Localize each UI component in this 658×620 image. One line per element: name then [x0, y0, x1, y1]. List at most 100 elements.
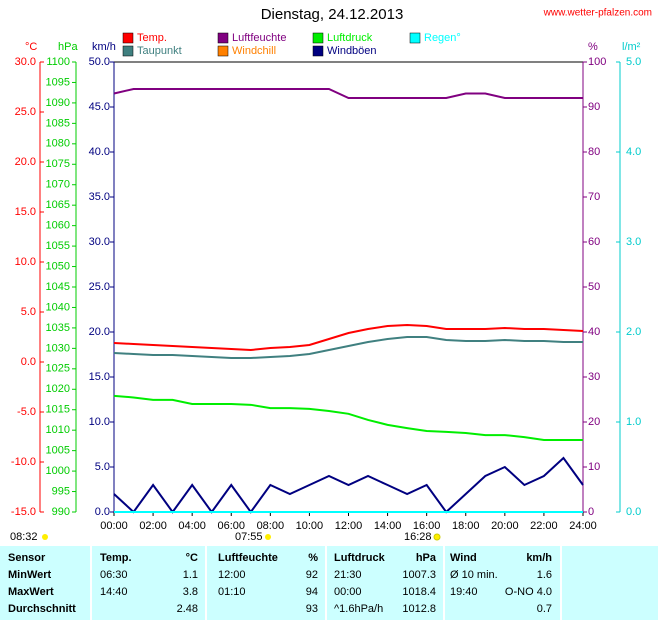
y-tick-label: 0.0 [626, 506, 641, 518]
legend-swatch [312, 32, 324, 44]
table-cell: 1012.8 [402, 603, 436, 615]
table-cell: 1007.3 [402, 569, 436, 581]
table-cell: °C [185, 552, 198, 564]
x-tick-label: 04:00 [178, 520, 206, 532]
y-tick-label: 10.0 [15, 256, 36, 268]
y-tick-label: 70 [588, 191, 600, 203]
column-separator [560, 546, 562, 620]
table-cell: 1.1 [182, 569, 198, 581]
y-tick-label: 40 [588, 326, 600, 338]
y-tick-label: 30.0 [15, 56, 36, 68]
table-cell: hPa [415, 552, 436, 564]
x-tick-label: 16:00 [413, 520, 441, 532]
axis-title: hPa [58, 41, 78, 53]
legend-swatch [312, 45, 324, 57]
table-cell: 1.6 [536, 569, 552, 581]
y-tick-label: 1.0 [626, 416, 641, 428]
table-cell: O-NO 4.0 [504, 586, 552, 598]
table-cell: 93 [305, 603, 318, 615]
table-cell: 3.8 [182, 586, 198, 598]
column-separator [90, 546, 92, 620]
y-tick-label: 60 [588, 236, 600, 248]
y-tick-label: 1035 [46, 322, 70, 334]
table-cell: Temp. [100, 552, 132, 564]
y-tick-label: 100 [588, 56, 606, 68]
sun-icon [433, 533, 441, 541]
table-cell: 21:30 [334, 569, 362, 581]
table-cell: Wind [450, 552, 477, 564]
y-tick-label: 3.0 [626, 236, 641, 248]
table-cell: 01:10 [218, 586, 246, 598]
x-tick-label: 10:00 [296, 520, 324, 532]
y-tick-label: 990 [52, 506, 70, 518]
legend-label: Luftdruck [327, 32, 373, 44]
table-cell: 12:00 [218, 569, 246, 581]
x-tick-label: 00:00 [100, 520, 128, 532]
y-tick-label: 1095 [46, 76, 70, 88]
x-tick-label: 06:00 [217, 520, 245, 532]
annotation: 08:32 [10, 531, 38, 543]
x-tick-label: 22:00 [530, 520, 558, 532]
y-tick-label: 1060 [46, 220, 70, 232]
y-tick-label: 1040 [46, 301, 70, 313]
table-cell: Durchschnitt [8, 603, 76, 615]
y-tick-label: 1085 [46, 117, 70, 129]
y-tick-label: 50.0 [89, 56, 110, 68]
table-cell: 92 [305, 569, 318, 581]
column-separator [325, 546, 327, 620]
y-tick-label: -10.0 [11, 456, 36, 468]
legend-label: Windchill [232, 45, 276, 57]
table-cell: 1018.4 [402, 586, 436, 598]
y-tick-label: 40.0 [89, 146, 110, 158]
series-line [113, 323, 584, 352]
axis-title: °C [25, 41, 37, 53]
legend-swatch [217, 32, 229, 44]
y-tick-label: 30.0 [89, 236, 110, 248]
y-tick-label: 25.0 [89, 281, 110, 293]
y-tick-label: 1010 [46, 424, 70, 436]
y-tick-label: 10.0 [89, 416, 110, 428]
y-tick-label: 1070 [46, 179, 70, 191]
y-tick-label: 45.0 [89, 101, 110, 113]
axis-title: l/m² [622, 41, 641, 53]
y-tick-label: 25.0 [15, 106, 36, 118]
axis-title: % [588, 41, 598, 53]
x-tick-label: 24:00 [569, 520, 597, 532]
table-cell: Ø 10 min. [450, 569, 498, 581]
x-tick-label: 08:00 [257, 520, 285, 532]
y-tick-label: 35.0 [89, 191, 110, 203]
y-tick-label: 1075 [46, 158, 70, 170]
y-tick-label: 0 [588, 506, 594, 518]
series-line [113, 456, 584, 514]
x-tick-label: 12:00 [335, 520, 363, 532]
annotation: 16:28 [404, 531, 432, 543]
y-tick-label: -15.0 [11, 506, 36, 518]
y-tick-label: 1100 [46, 56, 70, 68]
y-tick-label: 10 [588, 461, 600, 473]
y-tick-label: 0.0 [95, 506, 110, 518]
y-tick-label: 1020 [46, 383, 70, 395]
sun-icon [42, 534, 48, 540]
table-cell: Luftfeuchte [218, 552, 278, 564]
legend-swatch [122, 45, 134, 57]
y-tick-label: 50 [588, 281, 600, 293]
y-tick-label: 5.0 [21, 306, 36, 318]
y-tick-label: 1080 [46, 138, 70, 150]
table-cell: 2.48 [176, 603, 198, 615]
y-tick-label: 1045 [46, 281, 70, 293]
table-cell: 94 [305, 586, 318, 598]
y-tick-label: 1015 [46, 404, 70, 416]
y-tick-label: 1005 [46, 445, 70, 457]
y-tick-label: 1065 [46, 199, 70, 211]
legend-label: Windböen [327, 45, 377, 57]
axis-title: km/h [92, 41, 116, 53]
y-tick-label: 15.0 [15, 206, 36, 218]
y-tick-label: 90 [588, 101, 600, 113]
y-tick-label: 5.0 [95, 461, 110, 473]
legend-label: Temp. [137, 32, 167, 44]
chart-title: Dienstag, 24.12.2013 [261, 6, 404, 23]
table-cell: 00:00 [334, 586, 362, 598]
series-line [113, 88, 583, 99]
legend-label: Luftfeuchte [232, 32, 286, 44]
